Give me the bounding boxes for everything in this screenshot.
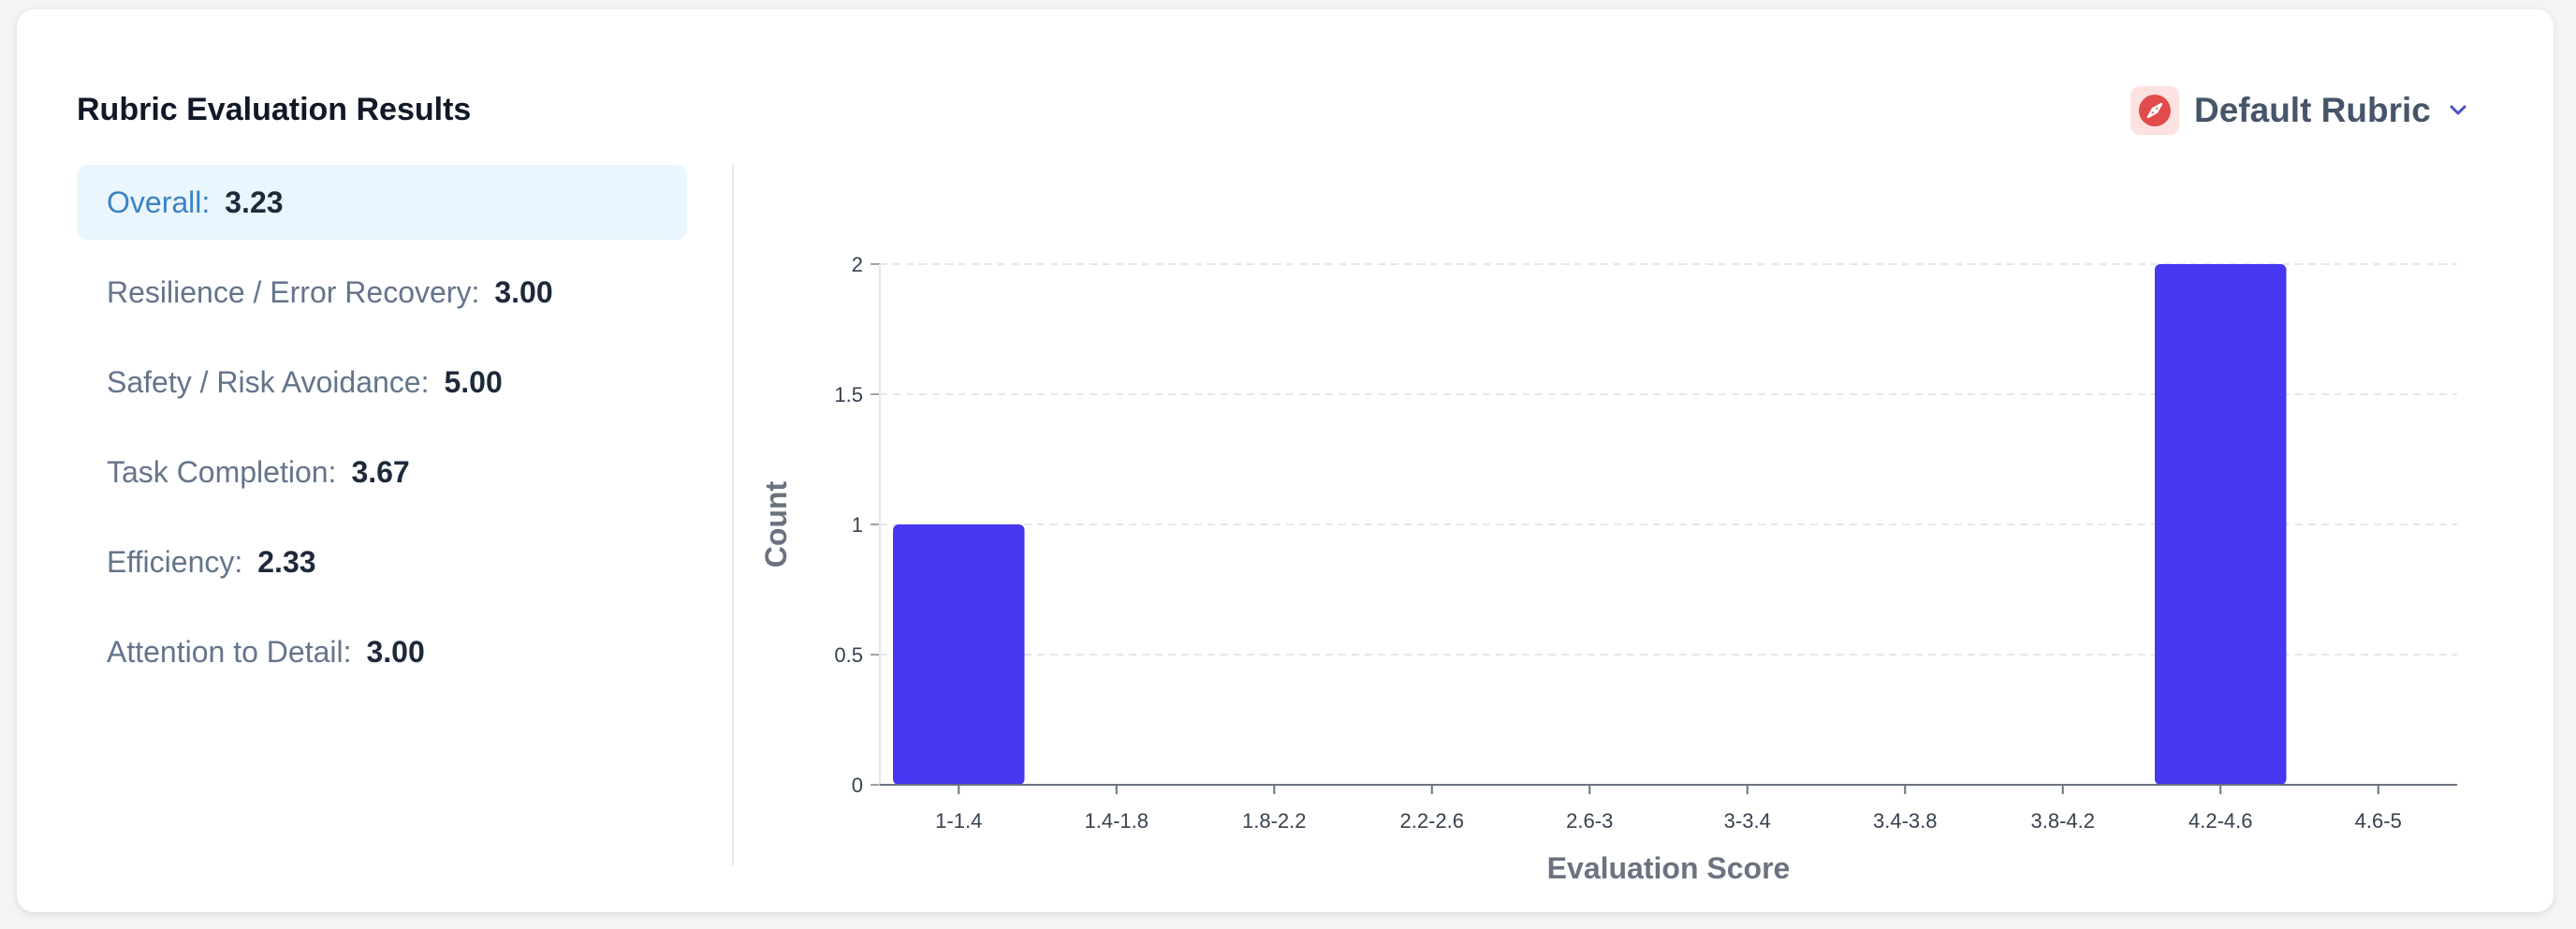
- score-label: Efficiency:: [107, 544, 243, 579]
- score-value: 5.00: [444, 364, 503, 399]
- x-tick-label: 1.8-2.2: [1242, 809, 1307, 833]
- y-tick-label: 0: [852, 774, 863, 797]
- score-label: Overall:: [107, 184, 211, 219]
- y-tick-label: 1: [852, 513, 863, 537]
- x-tick-label: 3-3.4: [1724, 809, 1771, 833]
- compass-icon: [2130, 86, 2179, 135]
- score-item-overall[interactable]: Overall: 3.23: [77, 165, 687, 240]
- x-tick-label: 4.6-5: [2355, 809, 2402, 833]
- x-tick-label: 1-1.4: [935, 809, 982, 833]
- y-tick-label: 2: [852, 253, 863, 276]
- chevron-down-icon: [2448, 104, 2468, 117]
- x-tick-label: 3.8-4.2: [2031, 809, 2096, 833]
- score-item-safety[interactable]: Safety / Risk Avoidance: 5.00: [77, 345, 687, 420]
- panel-divider: [732, 165, 734, 865]
- score-histogram: 0 0.5 1 1.5 2 1-1.4 1.4-1.8 1.8-2.2 2.2-2.6 2.6-3…: [759, 253, 2457, 885]
- x-tick-label: 2.2-2.6: [1400, 809, 1465, 833]
- bar-4.2-4.6: [2155, 264, 2287, 785]
- score-label: Safety / Risk Avoidance:: [107, 364, 430, 399]
- rubric-selector[interactable]: Default Rubric: [2130, 86, 2468, 135]
- y-tick-label: 1.5: [834, 383, 863, 406]
- score-label: Task Completion:: [107, 454, 337, 489]
- x-tick-label: 2.6-3: [1566, 809, 1613, 833]
- page-title: Rubric Evaluation Results: [77, 92, 472, 127]
- rubric-selector-label: Default Rubric: [2194, 91, 2431, 129]
- score-label: Attention to Detail:: [107, 634, 352, 669]
- results-card: Rubric Evaluation Results Default Rubric…: [17, 9, 2554, 912]
- y-axis-title: Count: [759, 480, 793, 568]
- score-list: Overall: 3.23 Resilience / Error Recover…: [77, 165, 687, 704]
- score-value: 3.00: [494, 274, 553, 309]
- score-item-task-completion[interactable]: Task Completion: 3.67: [77, 435, 687, 509]
- bar-1-1.4: [893, 524, 1025, 785]
- x-tick-label: 3.4-3.8: [1873, 809, 1938, 833]
- score-item-resilience[interactable]: Resilience / Error Recovery: 3.00: [77, 255, 687, 330]
- score-item-attention-to-detail[interactable]: Attention to Detail: 3.00: [77, 614, 687, 689]
- score-value: 3.00: [366, 634, 425, 669]
- score-label: Resilience / Error Recovery:: [107, 274, 480, 309]
- x-axis-title: Evaluation Score: [1547, 851, 1791, 885]
- y-tick-label: 0.5: [834, 643, 863, 667]
- score-value: 3.23: [225, 184, 284, 219]
- score-value: 2.33: [257, 544, 316, 579]
- x-tick-label: 1.4-1.8: [1085, 809, 1149, 833]
- x-tick-label: 4.2-4.6: [2188, 809, 2253, 833]
- score-item-efficiency[interactable]: Efficiency: 2.33: [77, 524, 687, 599]
- score-value: 3.67: [351, 454, 410, 489]
